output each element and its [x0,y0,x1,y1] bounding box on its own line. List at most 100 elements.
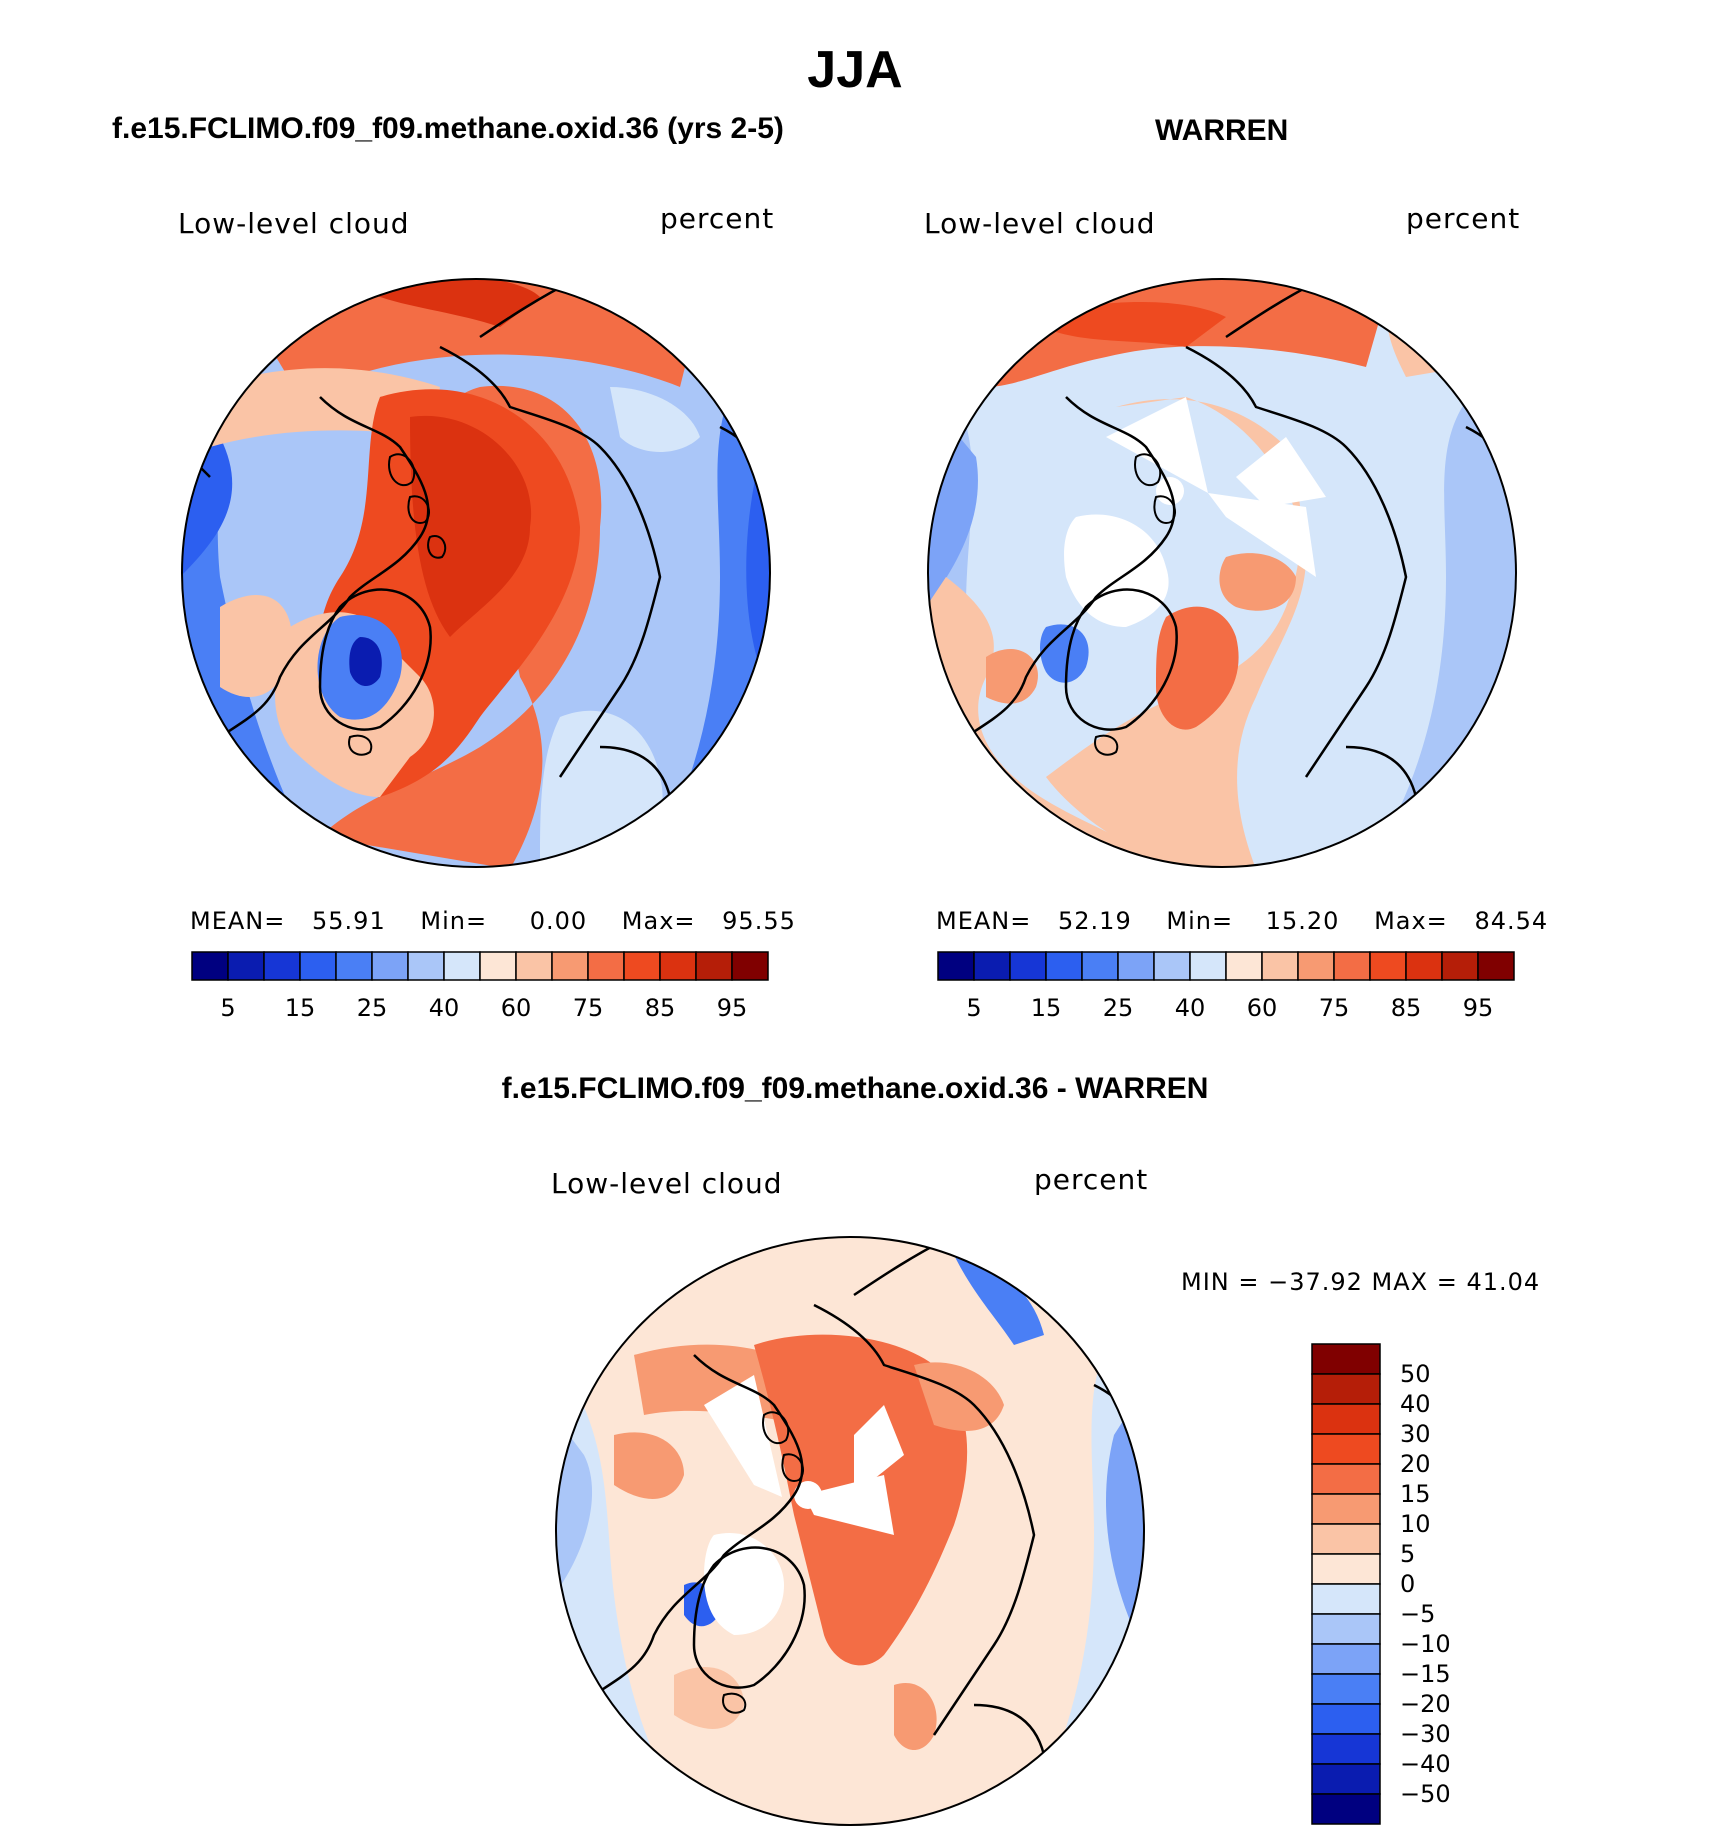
left-min-label: Min= [420,907,488,935]
left-colorbar-swatch [551,951,589,981]
difference-colorbar-swatch [1311,1763,1381,1795]
right-stats: MEAN= 52.19 Min= 15.20 Max= 84.54 [936,907,1548,935]
left-min-value: 0.00 [529,907,588,935]
right-colorbar-tick-label: 15 [1031,994,1062,1022]
difference-panel-title: f.e15.FCLIMO.f09_f09.methane.oxid.36 - W… [501,1072,1209,1105]
right-colorbar-swatch [1261,951,1299,981]
difference-colorbar-tick-label: 10 [1400,1510,1431,1538]
difference-colorbar-tick-label: −20 [1400,1690,1451,1718]
left-mean-value: 55.91 [312,907,386,935]
right-colorbar-swatch [1297,951,1335,981]
difference-colorbar-tick-label: 20 [1400,1450,1431,1478]
difference-colorbar-tick-label: −50 [1400,1780,1451,1808]
difference-colorbar-swatch [1311,1673,1381,1705]
right-colorbar-tick-label: 75 [1319,994,1350,1022]
diff-units-label: percent [1034,1163,1149,1196]
right-colorbar-tick-label: 85 [1391,994,1422,1022]
left-colorbar-swatch [299,951,337,981]
left-panel-title: f.e15.FCLIMO.f09_f09.methane.oxid.36 (yr… [112,112,784,145]
left-colorbar-swatch [659,951,697,981]
difference-colorbar-swatch [1311,1643,1381,1675]
left-colorbar-swatch [443,951,481,981]
difference-colorbar-swatch [1311,1373,1381,1405]
left-units-label: percent [660,202,775,235]
left-colorbar-swatch [587,951,625,981]
right-colorbar-swatch [1225,951,1263,981]
difference-colorbar-tick-label: −30 [1400,1720,1451,1748]
left-colorbar-tick-label: 95 [717,994,748,1022]
difference-colorbar-swatch [1311,1493,1381,1525]
difference-colorbar-tick-label: −40 [1400,1750,1451,1778]
left-colorbar-tick-label: 40 [429,994,460,1022]
difference-colorbar-swatch [1311,1523,1381,1555]
right-min-label: Min= [1166,907,1234,935]
difference-colorbar-swatch [1311,1433,1381,1465]
difference-colorbar-tick-label: 5 [1400,1540,1415,1568]
difference-polar-map [555,1236,1145,1826]
left-colorbar-swatch [263,951,301,981]
left-max-label: Max= [621,907,696,935]
difference-colorbar-swatch [1311,1463,1381,1495]
left-mean-label: MEAN= [190,907,286,935]
left-colorbar-swatch [407,951,445,981]
difference-colorbar-tick-label: 40 [1400,1390,1431,1418]
left-colorbar-swatch [227,951,265,981]
right-mean-label: MEAN= [936,907,1032,935]
right-colorbar-swatch [1369,951,1407,981]
right-max-value: 84.54 [1474,907,1549,935]
difference-colorbar-tick-label: 15 [1400,1480,1431,1508]
left-colorbar-swatch [695,951,733,981]
difference-colorbar-tick-label: 50 [1400,1360,1431,1388]
right-colorbar-swatch [1405,951,1443,981]
difference-colorbar-swatch [1311,1613,1381,1645]
difference-colorbar-swatch [1311,1703,1381,1735]
right-min-value: 15.20 [1265,907,1340,935]
right-colorbar-swatch [1477,951,1515,981]
right-colorbar-swatch [973,951,1011,981]
right-colorbar-swatch [1333,951,1371,981]
left-variable-label: Low-level cloud [178,207,410,240]
right-colorbar-swatch [937,951,975,981]
left-colorbar-tick-label: 75 [573,994,604,1022]
difference-colorbar-swatch [1311,1733,1381,1765]
right-colorbar-swatch [1441,951,1479,981]
right-colorbar-swatch [1153,951,1191,981]
difference-colorbar-swatch [1311,1793,1381,1825]
right-panel-title: WARREN [1155,114,1289,147]
difference-colorbar-tick-label: 0 [1400,1570,1415,1598]
right-colorbar: 5 15 25 40 60 75 85 95 [937,951,1515,1022]
left-colorbar: 5 15 25 40 60 75 85 95 [191,951,769,1022]
right-colorbar-swatch [1189,951,1227,981]
difference-colorbar-tick-label: −15 [1400,1660,1451,1688]
right-colorbar-swatch [1045,951,1083,981]
difference-colorbar-swatch [1311,1553,1381,1585]
left-colorbar-swatch [371,951,409,981]
left-colorbar-tick-label: 60 [501,994,532,1022]
difference-colorbar-swatch [1311,1403,1381,1435]
page-title: JJA [807,41,903,99]
right-colorbar-tick-label: 5 [966,994,981,1022]
difference-colorbar-swatch [1311,1583,1381,1615]
difference-colorbar-swatch [1311,1343,1381,1375]
left-colorbar-swatch [335,951,373,981]
left-colorbar-tick-label: 15 [285,994,316,1022]
left-colorbar-swatch [515,951,553,981]
left-polar-map [181,278,771,868]
left-colorbar-tick-label: 5 [220,994,235,1022]
right-colorbar-tick-label: 40 [1175,994,1206,1022]
right-colorbar-tick-label: 95 [1463,994,1494,1022]
difference-colorbar-tick-label: −5 [1400,1600,1435,1628]
right-colorbar-swatch [1117,951,1155,981]
diff-min-max: MIN = −37.92 MAX = 41.04 [1181,1268,1541,1296]
left-colorbar-swatch [479,951,517,981]
right-units-label: percent [1406,202,1521,235]
difference-colorbar-tick-label: 30 [1400,1420,1431,1448]
left-stats: MEAN= 55.91 Min= 0.00 Max= 95.55 [190,907,796,935]
left-colorbar-swatch [191,951,229,981]
right-variable-label: Low-level cloud [924,207,1156,240]
left-colorbar-swatch [623,951,661,981]
right-colorbar-swatch [1081,951,1119,981]
left-colorbar-swatch [731,951,769,981]
left-colorbar-tick-label: 85 [645,994,676,1022]
